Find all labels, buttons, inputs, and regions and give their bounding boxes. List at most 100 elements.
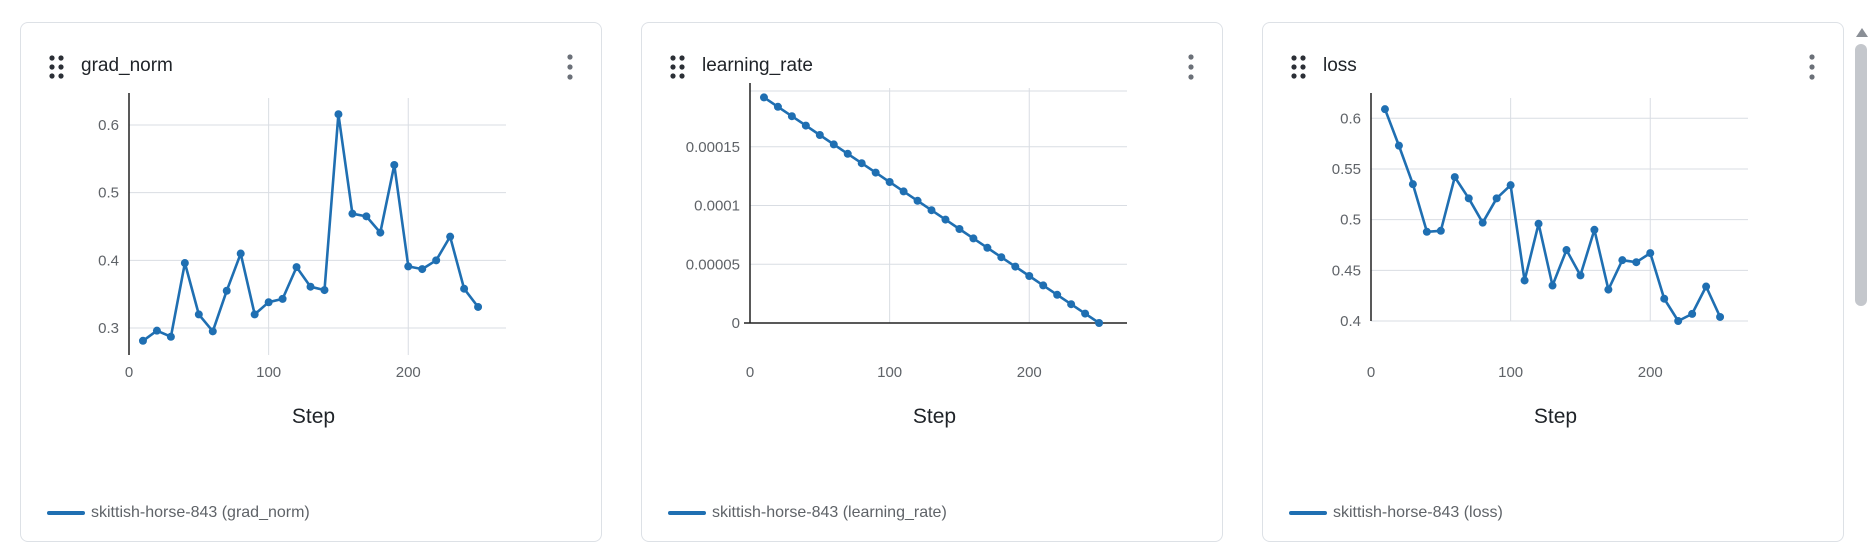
data-point	[180, 259, 189, 268]
data-point	[759, 93, 768, 102]
panel-header: loss	[1263, 23, 1843, 109]
data-point	[1053, 290, 1062, 299]
data-point	[1450, 173, 1459, 182]
more-vertical-icon[interactable]	[1807, 54, 1817, 80]
data-point	[250, 310, 259, 319]
data-point	[899, 187, 908, 196]
data-point	[1011, 262, 1020, 271]
data-point	[1464, 194, 1473, 203]
data-point	[1492, 194, 1501, 203]
data-point	[969, 234, 978, 243]
x-tick-label: 0	[746, 364, 754, 381]
data-point	[474, 302, 483, 311]
legend-label: skittish-horse-843 (loss)	[1333, 504, 1503, 521]
data-point	[829, 140, 838, 149]
y-tick-label: 0.00005	[686, 256, 740, 273]
panel-header: learning_rate	[642, 23, 1222, 109]
x-tick-label: 100	[877, 364, 902, 381]
data-point	[815, 131, 824, 139]
y-tick-label: 0.45	[1332, 262, 1361, 279]
legend-swatch	[47, 511, 85, 515]
legend-label: skittish-horse-843 (learning_rate)	[712, 504, 947, 521]
data-point	[1632, 258, 1641, 267]
data-point	[1646, 249, 1655, 258]
drag-handle-icon[interactable]	[670, 55, 686, 79]
data-point	[362, 212, 371, 221]
panel-learning-rate: learning_rate 0 0.00005 0.0001 0.00015 0 100 2…	[641, 22, 1223, 542]
legend-item[interactable]: skittish-horse-843 (loss)	[1289, 501, 1503, 525]
panel-title: loss	[1323, 55, 1357, 76]
data-point	[1590, 225, 1599, 234]
data-point	[1380, 105, 1389, 114]
scrollbar-thumb[interactable]	[1855, 44, 1867, 306]
data-point	[278, 294, 287, 303]
data-point	[1674, 317, 1683, 325]
y-tick-label: 0.00015	[686, 139, 740, 156]
data-point	[983, 243, 992, 252]
x-tick-label: 200	[396, 364, 421, 381]
data-point	[787, 112, 796, 121]
data-point	[432, 256, 441, 265]
data-point	[927, 206, 936, 215]
vertical-scrollbar[interactable]	[1852, 22, 1870, 529]
data-point	[418, 265, 427, 274]
panel-title: learning_rate	[702, 55, 813, 76]
data-point	[1520, 276, 1529, 285]
panel-header: grad_norm	[21, 23, 601, 109]
drag-handle-icon[interactable]	[1291, 55, 1307, 79]
data-point	[334, 110, 343, 119]
y-tick-label: 0.4	[1340, 313, 1361, 330]
data-point	[1688, 309, 1697, 318]
panel-grad-norm: grad_norm 0.3 0.4 0.5 0.6 0 100 200 Step skitti…	[20, 22, 602, 542]
data-point	[843, 149, 852, 158]
data-point	[941, 215, 950, 224]
series-line	[142, 112, 480, 342]
data-point	[1422, 227, 1431, 236]
y-tick-label: 0.5	[1340, 212, 1361, 229]
x-tick-label: 0	[125, 364, 133, 381]
legend-item[interactable]: skittish-horse-843 (learning_rate)	[668, 501, 947, 525]
data-point	[885, 178, 894, 186]
more-vertical-icon[interactable]	[1186, 54, 1196, 80]
data-point	[1436, 226, 1445, 235]
data-point	[1660, 294, 1669, 303]
y-tick-label: 0.6	[98, 117, 119, 134]
panel-title: grad_norm	[81, 55, 173, 76]
y-tick-label: 0	[732, 315, 740, 332]
legend-label: skittish-horse-843 (grad_norm)	[91, 504, 310, 521]
x-axis-title: Step	[1534, 405, 1577, 428]
y-tick-label: 0.5	[98, 185, 119, 202]
x-axis-title: Step	[292, 405, 335, 428]
data-point	[222, 286, 231, 295]
data-point	[913, 196, 922, 205]
data-point	[955, 225, 964, 233]
data-point	[208, 327, 217, 336]
data-point	[348, 209, 357, 218]
data-point	[871, 168, 880, 177]
line-chart: 0.3 0.4 0.5 0.6 0 100 200 Step	[98, 93, 506, 428]
legend-item[interactable]: skittish-horse-843 (grad_norm)	[47, 501, 310, 525]
legend-swatch	[668, 511, 706, 515]
y-tick-label: 0.6	[1340, 110, 1361, 127]
data-point	[236, 249, 245, 258]
x-axis-title: Step	[913, 405, 956, 428]
data-point	[194, 310, 203, 319]
data-point	[152, 326, 161, 335]
data-point	[773, 102, 782, 111]
scroll-up-icon[interactable]	[1856, 28, 1868, 37]
data-point	[1039, 281, 1048, 290]
panel-loss: loss 0.4 0.45 0.5 0.55 0.6 0 100 200 Step skitti…	[1262, 22, 1844, 542]
y-tick-label: 0.3	[98, 320, 119, 337]
line-chart: 0.4 0.45 0.5 0.55 0.6 0 100 200 Step	[1332, 93, 1748, 428]
data-point	[390, 160, 399, 169]
data-point	[1067, 300, 1076, 309]
drag-handle-icon[interactable]	[49, 55, 65, 79]
more-vertical-icon[interactable]	[565, 54, 575, 80]
data-point	[857, 159, 866, 168]
data-point	[1025, 272, 1034, 280]
data-point	[1534, 219, 1543, 228]
data-point	[1604, 285, 1613, 294]
data-point	[446, 232, 455, 241]
y-tick-label: 0.0001	[694, 198, 740, 215]
x-tick-label: 100	[256, 364, 281, 381]
